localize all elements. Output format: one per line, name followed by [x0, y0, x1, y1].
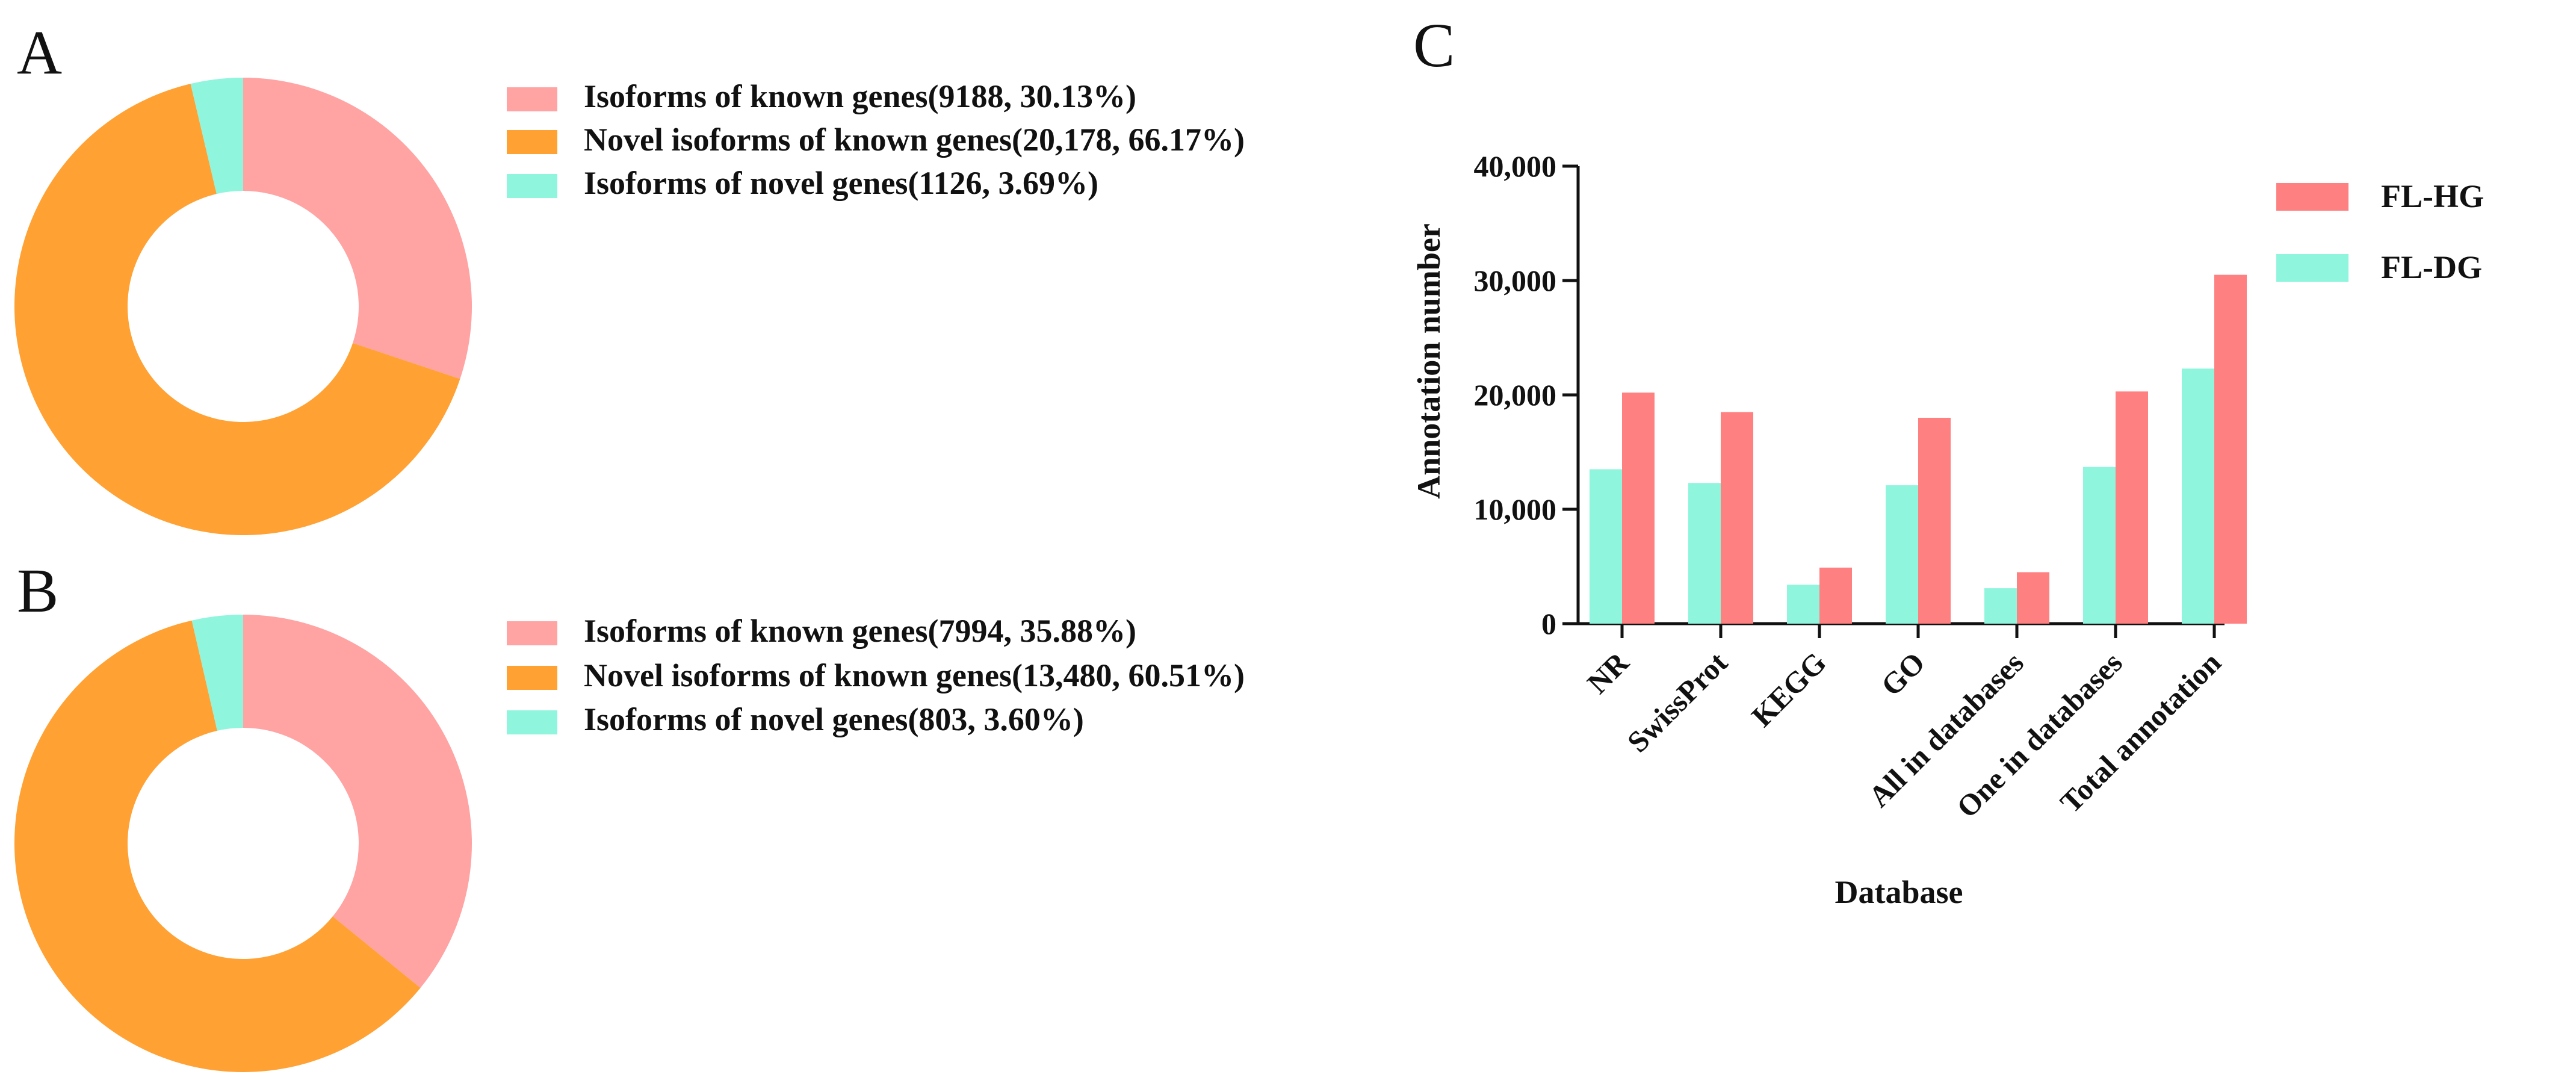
- y-tick-label: 0: [1541, 607, 1556, 641]
- bar-fl-dg: [1590, 469, 1622, 624]
- donut-a: [14, 78, 472, 535]
- legend-a-swatch-novel-isoforms: [507, 130, 557, 154]
- legend-b-swatch-novel-genes: [507, 710, 557, 734]
- panel-b: B Isoforms of known genes(7994, 35.88%) …: [14, 556, 1245, 1072]
- x-tick-label: KEGG: [1745, 645, 1833, 733]
- panel-a-letter: A: [17, 18, 62, 87]
- donut-b-slice-known: [243, 615, 472, 988]
- bar-fl-hg: [1622, 392, 1655, 624]
- legend-b-swatch-known: [507, 621, 557, 645]
- bar-fl-hg: [2116, 391, 2148, 624]
- y-axis-label: Annotation number: [1411, 223, 1447, 499]
- legend-a: Isoforms of known genes(9188, 30.13%) No…: [507, 78, 1245, 201]
- bar-fl-hg: [2017, 572, 2049, 624]
- y-tick-label: 40,000: [1474, 149, 1557, 183]
- bar-fl-hg: [1721, 412, 1753, 624]
- x-tick-label: GO: [1874, 645, 1931, 703]
- bar-fl-dg: [1787, 585, 1819, 624]
- bar-legend-label: FL-DG: [2381, 249, 2482, 285]
- bar-fl-dg: [1688, 483, 1721, 624]
- bar-fl-dg: [2083, 467, 2116, 624]
- legend-b-label-novel-isoforms: Novel isoforms of known genes(13,480, 60…: [584, 657, 1245, 693]
- legend-b-label-novel-genes: Isoforms of novel genes(803, 3.60%): [584, 701, 1084, 737]
- bar-legend-swatch: [2276, 183, 2348, 211]
- donut-a-slice-novel-isoforms: [14, 84, 460, 535]
- bar-fl-dg: [2182, 368, 2214, 624]
- bar-fl-dg: [1886, 485, 1918, 624]
- panel-c-letter: C: [1413, 11, 1455, 80]
- bar-legend-label: FL-HG: [2381, 178, 2484, 214]
- y-tick-label: 20,000: [1474, 378, 1557, 412]
- x-axis-label: Database: [1835, 874, 1963, 910]
- legend-a-swatch-novel-genes: [507, 174, 557, 198]
- legend-a-swatch-known: [507, 87, 557, 111]
- donut-b-slice-novel-genes: [191, 615, 243, 731]
- legend-b: Isoforms of known genes(7994, 35.88%) No…: [507, 613, 1245, 737]
- legend-a-label-novel-isoforms: Novel isoforms of known genes(20,178, 66…: [584, 122, 1245, 158]
- bar-legend: FL-HG FL-DG: [2276, 178, 2484, 285]
- legend-a-label-novel-genes: Isoforms of novel genes(1126, 3.69%): [584, 165, 1098, 201]
- panel-b-letter: B: [17, 556, 58, 625]
- legend-b-swatch-novel-isoforms: [507, 666, 557, 690]
- donut-b: [14, 615, 472, 1072]
- donut-a-slice-novel-genes: [190, 78, 243, 194]
- donut-b-slice-novel-isoforms: [14, 620, 421, 1072]
- bar-fl-hg: [1819, 567, 1852, 624]
- x-tick-label: One in databases: [1950, 645, 2129, 824]
- panel-a: A Isoforms of known genes(9188, 30.13%) …: [14, 18, 1245, 535]
- bar-legend-swatch: [2276, 254, 2348, 282]
- y-tick-label: 30,000: [1474, 264, 1557, 297]
- x-tick-label: SwissProt: [1621, 645, 1734, 759]
- bar-fl-hg: [2214, 275, 2247, 624]
- donut-a-slice-known: [243, 78, 472, 379]
- x-tick-label: NR: [1581, 645, 1635, 700]
- bar-fl-hg: [1918, 418, 1951, 624]
- y-tick-label: 10,000: [1474, 492, 1557, 526]
- legend-a-label-known: Isoforms of known genes(9188, 30.13%): [584, 78, 1136, 114]
- legend-b-label-known: Isoforms of known genes(7994, 35.88%): [584, 613, 1136, 649]
- bar-fl-dg: [1984, 588, 2017, 624]
